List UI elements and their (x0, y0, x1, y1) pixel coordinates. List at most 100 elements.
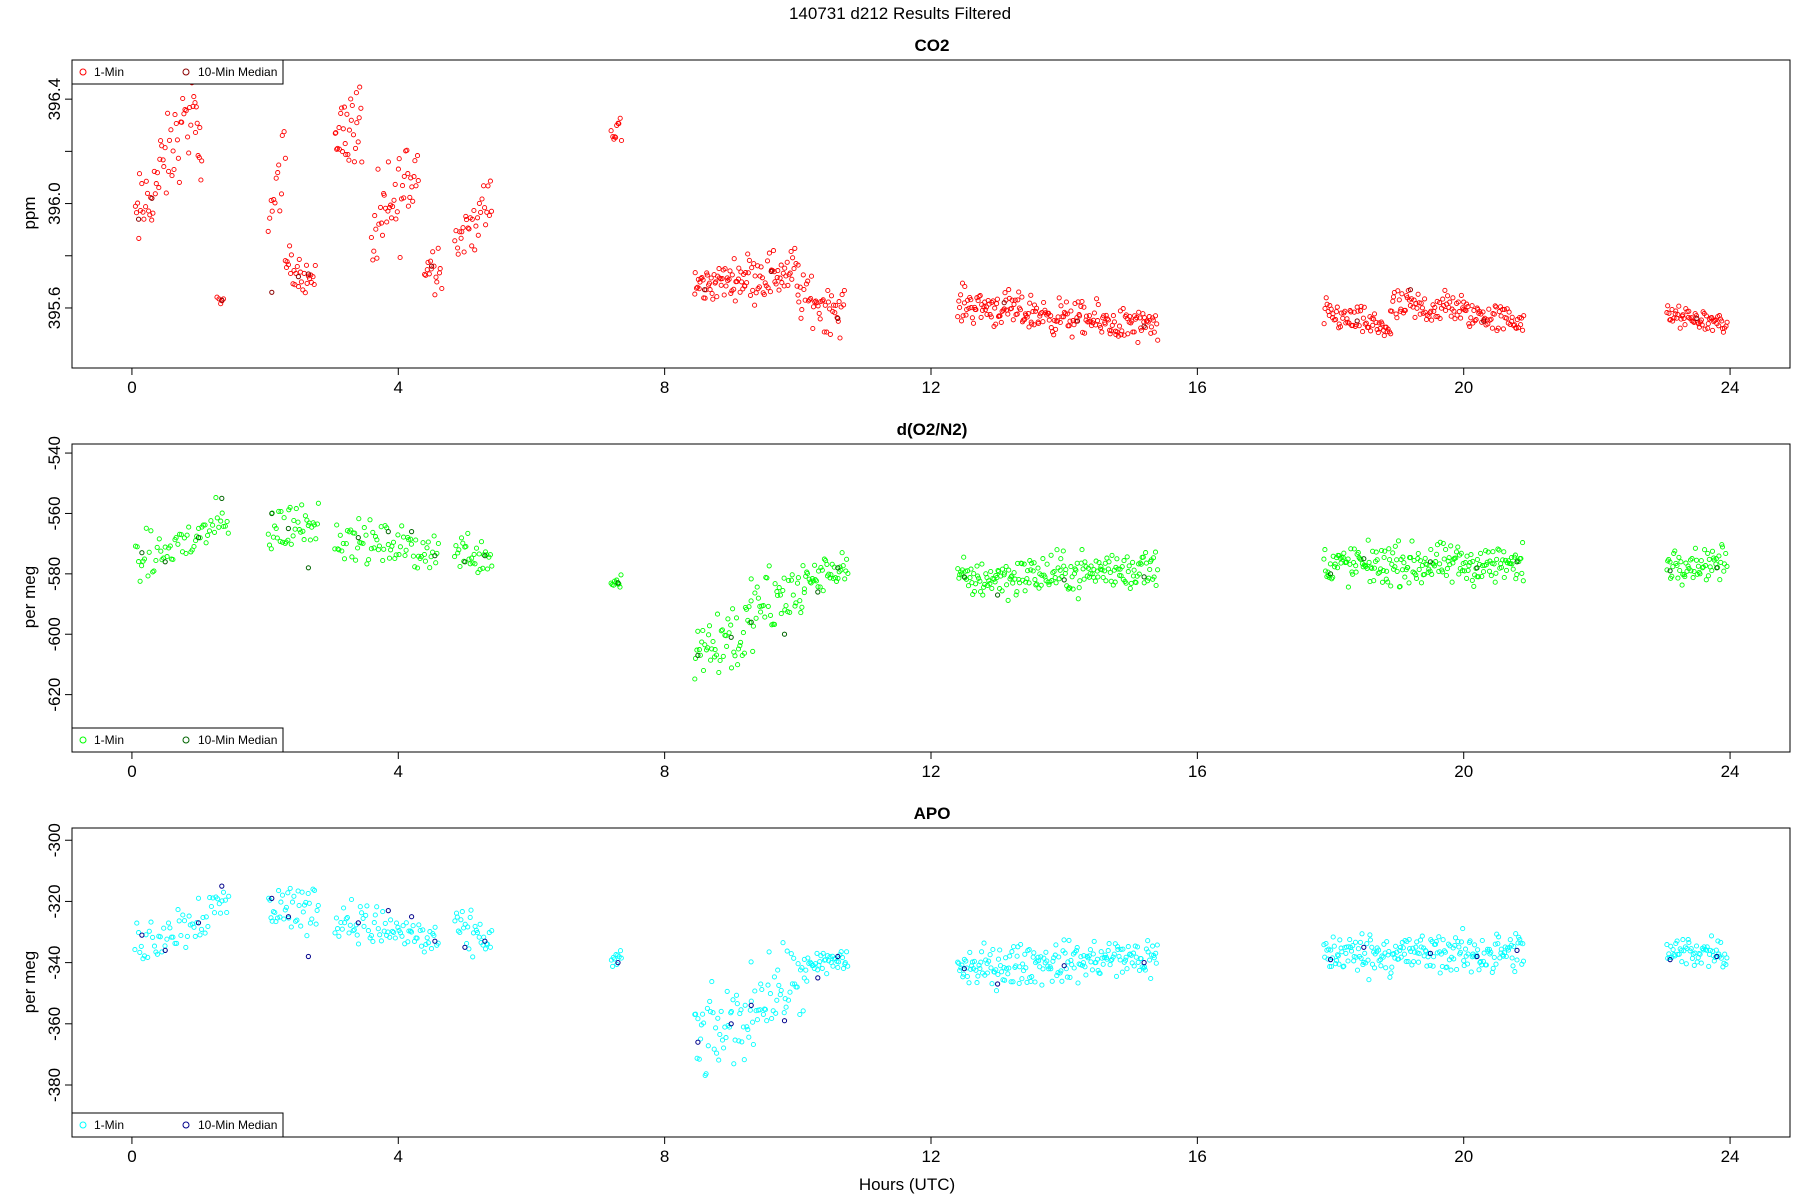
data-point (780, 940, 786, 946)
data-point (1343, 950, 1349, 956)
data-point (1371, 311, 1378, 317)
data-point (1385, 579, 1391, 585)
data-point (186, 150, 192, 156)
data-point (1068, 308, 1074, 314)
data-point (724, 988, 730, 994)
data-point (1342, 308, 1348, 314)
data-point (295, 284, 302, 290)
data-point (186, 524, 192, 530)
data-point (740, 1024, 746, 1030)
data-point (1082, 559, 1088, 565)
data-point (276, 508, 282, 514)
legend-median-marker (182, 736, 190, 744)
data-point (1148, 952, 1154, 958)
y-tick-label: -560 (45, 496, 64, 530)
data-point (764, 258, 771, 264)
data-point (617, 115, 623, 121)
data-point (1705, 321, 1711, 327)
data-point (745, 1027, 751, 1033)
data-point (697, 652, 703, 658)
data-point (183, 550, 189, 557)
data-point (312, 262, 318, 269)
data-point (978, 314, 984, 320)
data-point (1514, 957, 1520, 963)
data-point (375, 926, 381, 932)
data-point (785, 997, 792, 1003)
data-point (1011, 944, 1017, 950)
data-point (1478, 958, 1484, 965)
data-point (702, 295, 708, 301)
data-point (485, 941, 491, 947)
data-point (796, 299, 802, 305)
data-point (1721, 561, 1727, 567)
data-point (472, 561, 478, 567)
data-point (1716, 553, 1722, 559)
data-point (1034, 305, 1040, 311)
data-point (281, 129, 287, 135)
data-point (1057, 319, 1063, 326)
data-point (1056, 954, 1062, 960)
data-point (309, 524, 315, 530)
data-point (1151, 955, 1157, 961)
data-point (777, 275, 783, 281)
data-point (1383, 576, 1389, 582)
data-point (393, 216, 399, 222)
data-point (413, 183, 419, 189)
data-point (785, 282, 791, 288)
median-point (835, 953, 841, 960)
data-point (372, 213, 378, 219)
data-point (1372, 965, 1378, 971)
data-point (783, 1004, 789, 1010)
data-point (1061, 937, 1067, 943)
data-point (1458, 315, 1464, 321)
data-point (1723, 962, 1729, 968)
data-point (278, 508, 284, 515)
data-point (487, 552, 493, 558)
data-point (1359, 931, 1365, 937)
data-point (766, 563, 772, 569)
data-point (356, 516, 362, 522)
data-point (431, 263, 437, 269)
data-point (404, 147, 410, 153)
data-point (817, 584, 823, 590)
data-point (217, 910, 224, 916)
data-point (1117, 957, 1123, 963)
data-point (381, 546, 387, 552)
data-point (1381, 941, 1387, 947)
data-point (1135, 339, 1141, 346)
data-point (1408, 555, 1414, 561)
data-point (469, 216, 475, 222)
data-point (1089, 967, 1095, 973)
data-point (971, 958, 977, 964)
data-point (1041, 299, 1047, 306)
data-point (196, 155, 202, 161)
data-point (1119, 328, 1125, 334)
data-point (311, 281, 317, 288)
data-point (1104, 555, 1110, 561)
data-point (295, 519, 301, 525)
data-point (1005, 971, 1011, 977)
data-point (1064, 311, 1070, 317)
data-point (157, 156, 163, 162)
data-point (310, 274, 316, 280)
data-point (1357, 308, 1364, 314)
data-point (613, 134, 619, 140)
data-point (1345, 556, 1351, 562)
data-point (205, 923, 211, 930)
data-point (1134, 315, 1140, 321)
data-point (616, 121, 622, 127)
data-point (390, 539, 397, 545)
data-point (1455, 299, 1461, 305)
data-point (430, 249, 436, 255)
data-point (399, 933, 405, 939)
data-point (1671, 550, 1677, 556)
data-point (808, 295, 814, 302)
data-point (1495, 325, 1501, 331)
data-point (208, 518, 214, 524)
data-point (801, 286, 807, 293)
data-point (1367, 937, 1373, 943)
data-point (971, 588, 978, 595)
data-point (795, 262, 801, 268)
data-point (1088, 959, 1094, 965)
data-point (172, 112, 178, 118)
